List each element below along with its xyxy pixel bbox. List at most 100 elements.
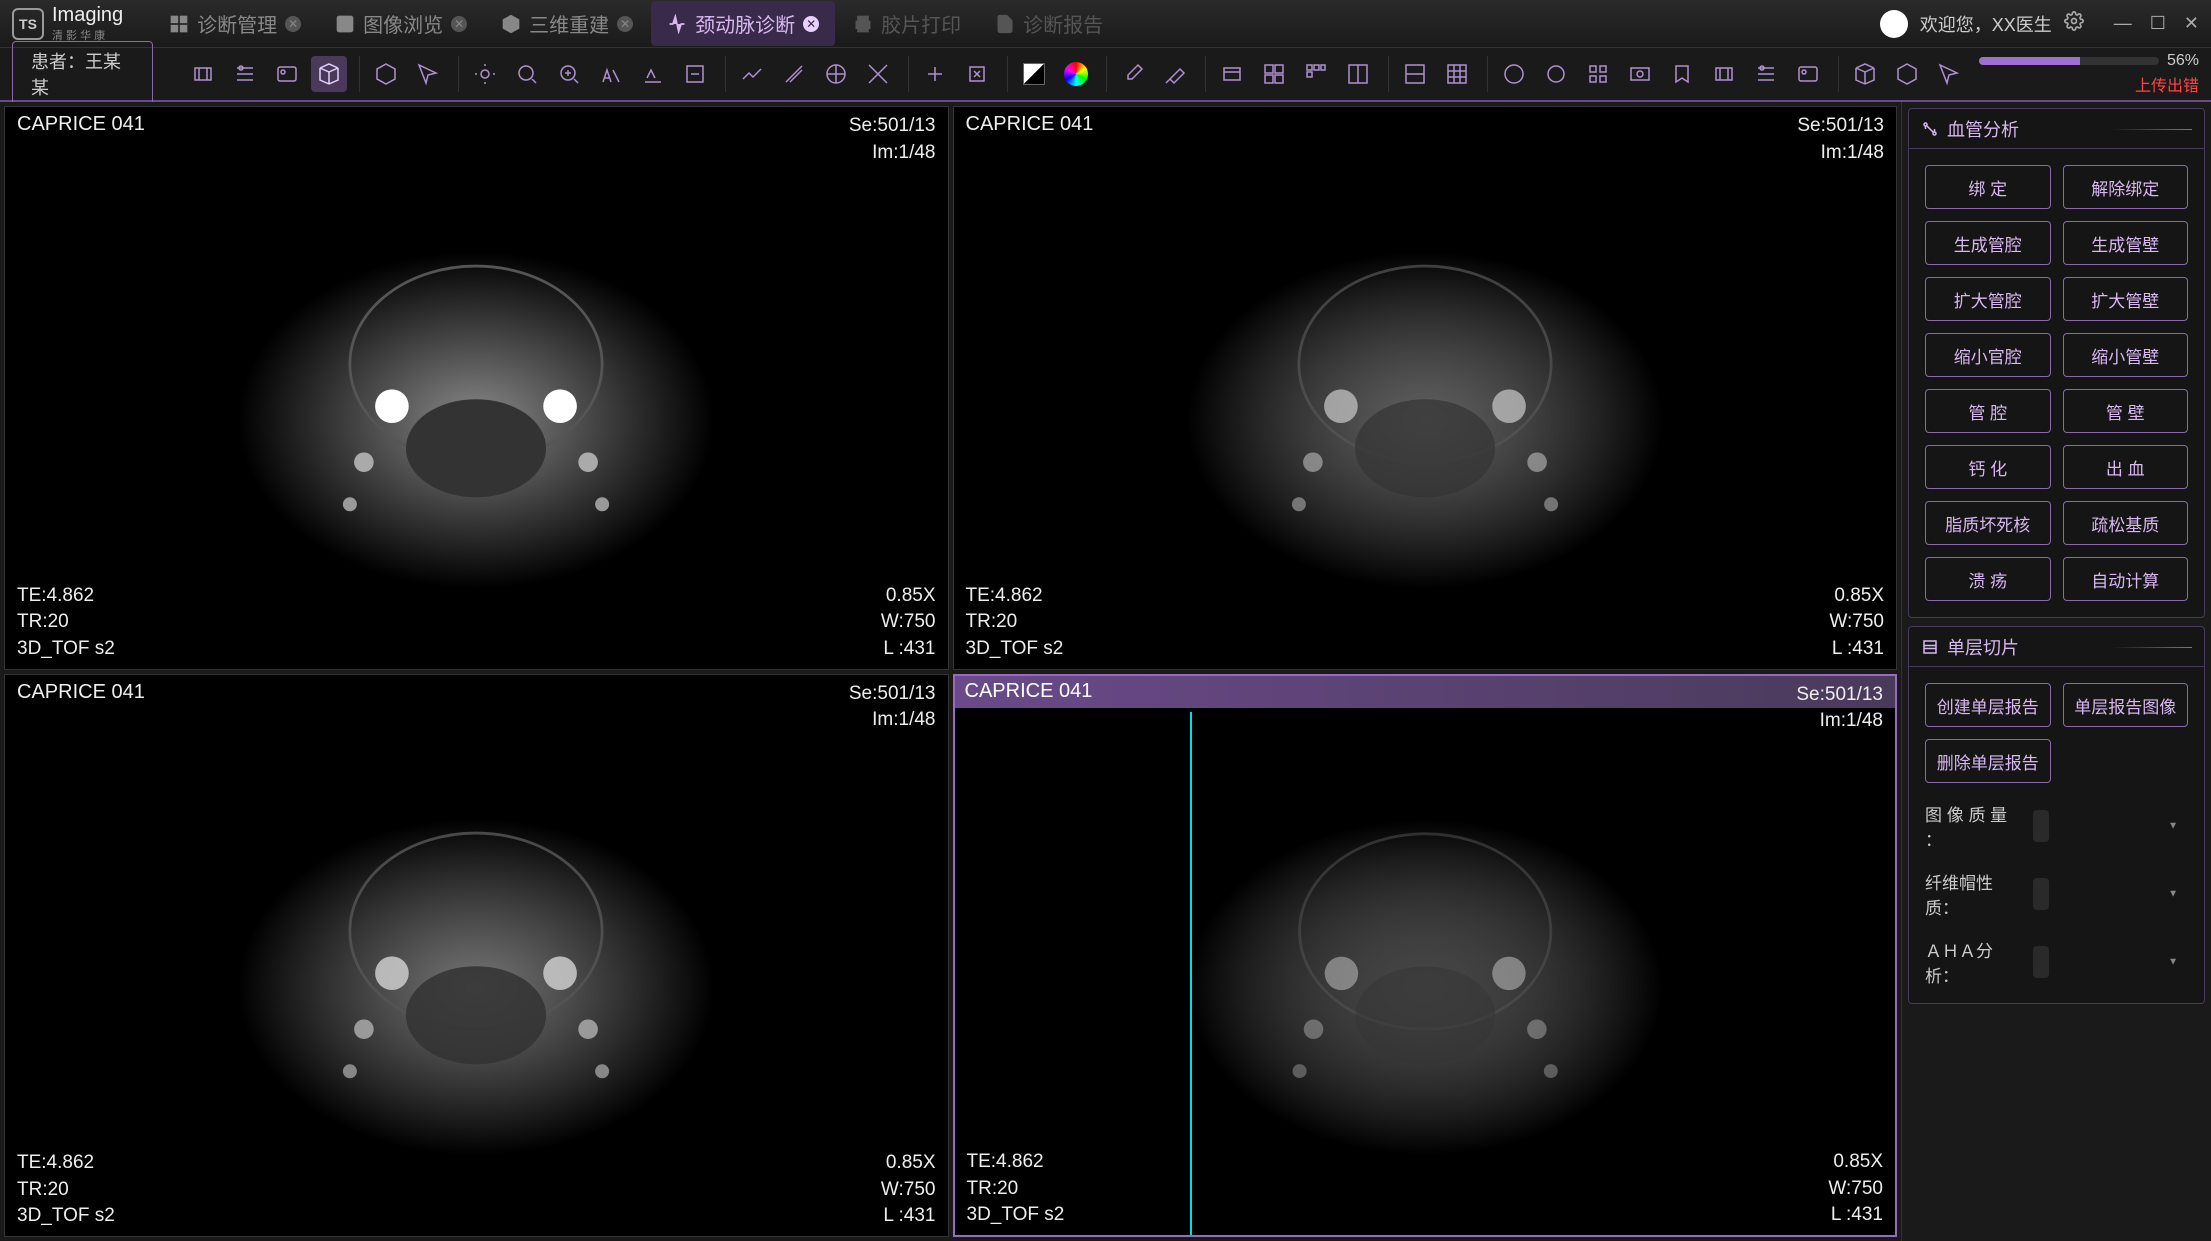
- tool-button-34[interactable]: [1748, 56, 1784, 92]
- viewport-0[interactable]: CAPRICE 041Se:501/13Im:1/48TE:4.862TR:20…: [4, 106, 949, 670]
- avatar[interactable]: [1880, 10, 1908, 38]
- tool-button-0[interactable]: [185, 56, 221, 92]
- grid-icon: [169, 14, 189, 34]
- vessel-button-4[interactable]: 扩大管腔: [1925, 277, 2051, 321]
- viewport-bottom-right-info: 0.85XW:750L :431: [881, 583, 936, 663]
- close-button[interactable]: ✕: [2184, 13, 2199, 34]
- minimize-button[interactable]: —: [2114, 13, 2132, 34]
- slice-field-row-0: 图 像 质 量 ：: [1925, 801, 2188, 851]
- tab-1[interactable]: 图像浏览✕: [319, 1, 483, 46]
- slice-button-2[interactable]: 删除单层报告: [1925, 739, 2051, 783]
- tool-icon: [191, 62, 215, 86]
- slice-button-1[interactable]: 单层报告图像: [2063, 683, 2189, 727]
- tool-button-36[interactable]: [1847, 56, 1883, 92]
- tool-button-18[interactable]: [1016, 56, 1052, 92]
- slice-select-1[interactable]: [2033, 878, 2049, 910]
- viewport-header: CAPRICE 041: [955, 676, 1896, 708]
- tool-button-7[interactable]: [509, 56, 545, 92]
- slice-select-0[interactable]: [2033, 810, 2049, 842]
- tool-button-5[interactable]: [410, 56, 446, 92]
- vessel-button-8[interactable]: 管 腔: [1925, 389, 2051, 433]
- tab-close-icon[interactable]: ✕: [451, 16, 467, 32]
- tool-button-30[interactable]: [1580, 56, 1616, 92]
- vessel-button-13[interactable]: 疏松基质: [2063, 501, 2189, 545]
- tool-icon: [1220, 62, 1244, 86]
- tool-button-16[interactable]: [917, 56, 953, 92]
- tool-button-33[interactable]: [1706, 56, 1742, 92]
- vessel-button-5[interactable]: 扩大管壁: [2063, 277, 2189, 321]
- vessel-button-15[interactable]: 自动计算: [2063, 557, 2189, 601]
- tool-button-38[interactable]: [1931, 56, 1967, 92]
- tool-button-22[interactable]: [1214, 56, 1250, 92]
- tool-button-29[interactable]: [1538, 56, 1574, 92]
- vessel-button-7[interactable]: 缩小管壁: [2063, 333, 2189, 377]
- tool-icon: [1712, 62, 1736, 86]
- vessel-button-1[interactable]: 解除绑定: [2063, 165, 2189, 209]
- tool-button-28[interactable]: [1496, 56, 1532, 92]
- tool-button-10[interactable]: [635, 56, 671, 92]
- vessel-button-14[interactable]: 溃 疡: [1925, 557, 2051, 601]
- tool-button-8[interactable]: [551, 56, 587, 92]
- logo-mark: TS: [12, 8, 44, 40]
- tool-button-14[interactable]: [818, 56, 854, 92]
- tool-button-9[interactable]: [593, 56, 629, 92]
- vessel-button-2[interactable]: 生成管腔: [1925, 221, 2051, 265]
- tool-button-6[interactable]: [467, 56, 503, 92]
- slice-panel-body: 创建单层报告单层报告图像删除单层报告图 像 质 量 ：纤维帽性质：ＡＨＡ分析：: [1909, 667, 2204, 1003]
- tool-button-15[interactable]: [860, 56, 896, 92]
- tab-2[interactable]: 三维重建✕: [485, 1, 649, 46]
- slice-panel: 单层切片 创建单层报告单层报告图像删除单层报告图 像 质 量 ：纤维帽性质：ＡＨ…: [1908, 626, 2205, 1004]
- tool-button-17[interactable]: [959, 56, 995, 92]
- viewport-bottom-right-info: 0.85XW:750L :431: [881, 1150, 936, 1230]
- vessel-button-10[interactable]: 钙 化: [1925, 445, 2051, 489]
- progress-bar: [1979, 57, 2159, 65]
- tool-button-2[interactable]: [269, 56, 305, 92]
- tool-icon: [317, 62, 341, 86]
- vessel-button-12[interactable]: 脂质坏死核: [1925, 501, 2051, 545]
- tool-button-3[interactable]: [311, 56, 347, 92]
- tool-button-24[interactable]: [1298, 56, 1334, 92]
- tab-close-icon[interactable]: ✕: [617, 16, 633, 32]
- reference-line[interactable]: [1190, 712, 1192, 1236]
- tab-close-icon[interactable]: ✕: [285, 16, 301, 32]
- vessel-button-9[interactable]: 管 壁: [2063, 389, 2189, 433]
- vessel-button-6[interactable]: 缩小官腔: [1925, 333, 2051, 377]
- tool-button-1[interactable]: [227, 56, 263, 92]
- vessel-button-3[interactable]: 生成管壁: [2063, 221, 2189, 265]
- tool-button-19[interactable]: [1058, 56, 1094, 92]
- tool-button-4[interactable]: [368, 56, 404, 92]
- tool-button-26[interactable]: [1397, 56, 1433, 92]
- tool-button-23[interactable]: [1256, 56, 1292, 92]
- viewport-3[interactable]: CAPRICE 041Se:501/13Im:1/48TE:4.862TR:20…: [953, 674, 1898, 1238]
- tool-button-21[interactable]: [1157, 56, 1193, 92]
- tool-button-11[interactable]: [677, 56, 713, 92]
- tool-button-35[interactable]: [1790, 56, 1826, 92]
- maximize-button[interactable]: ☐: [2150, 13, 2166, 34]
- patient-name-box[interactable]: 患者：王某某: [12, 41, 153, 107]
- vessel-button-0[interactable]: 绑 定: [1925, 165, 2051, 209]
- tool-button-37[interactable]: [1889, 56, 1925, 92]
- tool-button-13[interactable]: [776, 56, 812, 92]
- vessel-panel-header: 血管分析: [1909, 109, 2204, 149]
- tool-button-32[interactable]: [1664, 56, 1700, 92]
- tool-icon: [1628, 62, 1652, 86]
- vessel-panel-title: 血管分析: [1947, 116, 2019, 142]
- viewport-2[interactable]: CAPRICE 041Se:501/13Im:1/48TE:4.862TR:20…: [4, 674, 949, 1238]
- tool-button-31[interactable]: [1622, 56, 1658, 92]
- slice-field-row-1: 纤维帽性质：: [1925, 869, 2188, 919]
- slice-button-0[interactable]: 创建单层报告: [1925, 683, 2051, 727]
- tool-button-12[interactable]: [734, 56, 770, 92]
- tool-icon: [599, 62, 623, 86]
- tool-button-25[interactable]: [1340, 56, 1376, 92]
- tab-3[interactable]: 颈动脉诊断✕: [651, 1, 835, 46]
- tool-button-20[interactable]: [1115, 56, 1151, 92]
- slice-select-2[interactable]: [2033, 946, 2049, 978]
- settings-icon[interactable]: [2064, 11, 2084, 36]
- tab-close-icon[interactable]: ✕: [803, 16, 819, 32]
- main-area: CAPRICE 041Se:501/13Im:1/48TE:4.862TR:20…: [0, 102, 2211, 1241]
- vessel-button-11[interactable]: 出 血: [2063, 445, 2189, 489]
- tool-button-27[interactable]: [1439, 56, 1475, 92]
- viewport-1[interactable]: CAPRICE 041Se:501/13Im:1/48TE:4.862TR:20…: [953, 106, 1898, 670]
- viewport-bottom-right-info: 0.85XW:750L :431: [1829, 583, 1884, 663]
- tab-0[interactable]: 诊断管理✕: [153, 1, 317, 46]
